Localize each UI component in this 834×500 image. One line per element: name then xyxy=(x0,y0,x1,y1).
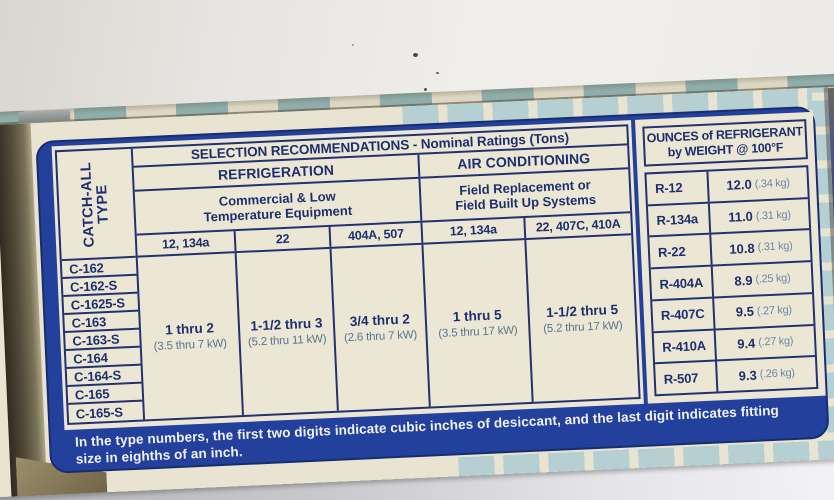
label-panel: CATCH-ALL TYPE C-162 C-162-S C-1625-S C-163… xyxy=(35,105,830,474)
catch-all-header-cell: CATCH-ALL TYPE xyxy=(56,148,136,262)
rating-tons: 1-1/2 thru 5 xyxy=(545,301,619,321)
refrigerant-table: OUNCES of REFRIGERANT by WEIGHT @ 100°F … xyxy=(634,111,826,404)
column-header: 22, 407C, 410A xyxy=(535,216,621,235)
rating-kw: (5.2 thru 11 kW) xyxy=(247,333,327,349)
refrigerant-value: 9.5 (.27 kg) xyxy=(714,294,813,328)
rating-kw: (2.6 thru 7 kW) xyxy=(343,329,418,345)
column-header: 404A, 507 xyxy=(330,222,424,247)
refrigerant-value: 9.4 (.27 kg) xyxy=(716,326,815,360)
column-header: 22 xyxy=(235,226,332,252)
ratings-columns: SELECTION RECOMMENDATIONS - Nominal Rati… xyxy=(132,126,639,420)
refrigerant-ounces: 8.9 xyxy=(734,272,753,289)
refrigerant-kg: (.25 kg) xyxy=(755,272,791,286)
refrigerant-kg: (.31 kg) xyxy=(755,208,791,223)
rating-kw: (3.5 thru 7 kW) xyxy=(153,337,228,353)
wall-stain xyxy=(436,72,439,74)
rating-tons: 1 thru 2 xyxy=(164,320,215,338)
refrigerant-kg: (.34 kg) xyxy=(754,176,790,191)
rating-kw: (5.2 thru 17 kW) xyxy=(543,319,623,336)
type-column: C-162 C-162-S C-1625-S C-163 C-163-S C-164 C-1… xyxy=(61,257,143,423)
refrigerant-ounces: 11.0 xyxy=(727,208,754,225)
refrigerant-name: R-410A xyxy=(653,330,717,363)
refrigerant-value: 10.8 (.31 kg) xyxy=(711,231,810,265)
refrigerant-name: R-22 xyxy=(649,235,713,268)
refrigerant-ounces: 12.0 xyxy=(726,177,753,194)
box-face: CATCH-ALL TYPE C-162 C-162-S C-1625-S C-163… xyxy=(0,84,834,500)
catch-all-vertical-label: CATCH-ALL TYPE xyxy=(78,161,113,248)
refrigerant-value: 12.0 (.34 kg) xyxy=(708,167,807,201)
refrigerant-name: R-12 xyxy=(646,171,710,205)
ratings-row: 1 thru 2 (3.5 thru 7 kW) 1-1/2 thru 3 (5.2 … xyxy=(137,235,639,420)
refrigerant-ounces: 10.8 xyxy=(729,240,755,257)
wall-stain xyxy=(424,88,427,91)
catch-all-box: CATCH-ALL TYPE C-162 C-162-S C-1625-S C-163… xyxy=(0,71,834,500)
selection-grid: CATCH-ALL TYPE C-162 C-162-S C-1625-S C-163… xyxy=(54,124,641,426)
column-header: 12, 134a xyxy=(422,218,527,243)
refrigerant-value: 8.9 (.25 kg) xyxy=(713,262,812,296)
refrigerant-rows: R-12 12.0 (.34 kg) R-134a 11.0 (.31 kg) R-22 10… xyxy=(644,165,819,397)
rating-kw: (3.5 thru 17 kW) xyxy=(438,324,518,341)
refrigerant-kg: (.27 kg) xyxy=(756,303,793,318)
refrigerant-name: R-507 xyxy=(655,361,719,395)
rating-tons: 1 thru 5 xyxy=(452,307,502,325)
refrigerant-row: R-507 9.3 (.26 kg) xyxy=(655,357,816,395)
rating-cell: 1 thru 5 (3.5 thru 17 kW) xyxy=(423,239,534,407)
rating-cell: 1-1/2 thru 3 (5.2 thru 11 kW) xyxy=(236,248,339,415)
rating-cell: 3/4 thru 2 (2.6 thru 7 kW) xyxy=(331,244,431,411)
rating-tons: 1-1/2 thru 3 xyxy=(250,315,323,334)
column-header: 12, 134a xyxy=(136,231,237,256)
refrigerant-table-title: OUNCES of REFRIGERANT by WEIGHT @ 100°F xyxy=(642,119,808,167)
wall-stain xyxy=(352,44,354,46)
wall-stain xyxy=(413,53,418,57)
refrigerant-value: 11.0 (.31 kg) xyxy=(710,199,809,233)
rating-tons: 3/4 thru 2 xyxy=(349,311,411,330)
rating-cell: 1-1/2 thru 5 (5.2 thru 17 kW) xyxy=(526,235,638,402)
refrigerant-kg: (.26 kg) xyxy=(759,367,795,381)
catch-all-column: CATCH-ALL TYPE C-162 C-162-S C-1625-S C-163… xyxy=(56,148,146,423)
rating-cell: 1 thru 2 (3.5 thru 7 kW) xyxy=(137,253,244,420)
refrigerant-kg: (.27 kg) xyxy=(758,335,794,350)
refrigerant-ounces: 9.5 xyxy=(735,303,755,320)
ac-subtitle: Field Replacement or Field Built Up Syst… xyxy=(454,176,597,214)
refrigerant-kg: (.31 kg) xyxy=(757,240,793,254)
refrigerant-ounces: 9.3 xyxy=(738,367,758,384)
refrigerant-value: 9.3 (.26 kg) xyxy=(717,357,816,391)
refrigerant-ounces: 9.4 xyxy=(736,335,756,352)
type-cell: C-165-S xyxy=(75,403,124,422)
refrigerant-name: R-404A xyxy=(650,266,715,300)
refrigerant-name: R-407C xyxy=(652,298,716,331)
refrigerant-name: R-134a xyxy=(647,203,712,236)
selection-table: CATCH-ALL TYPE C-162 C-162-S C-1625-S C-163… xyxy=(51,120,644,431)
